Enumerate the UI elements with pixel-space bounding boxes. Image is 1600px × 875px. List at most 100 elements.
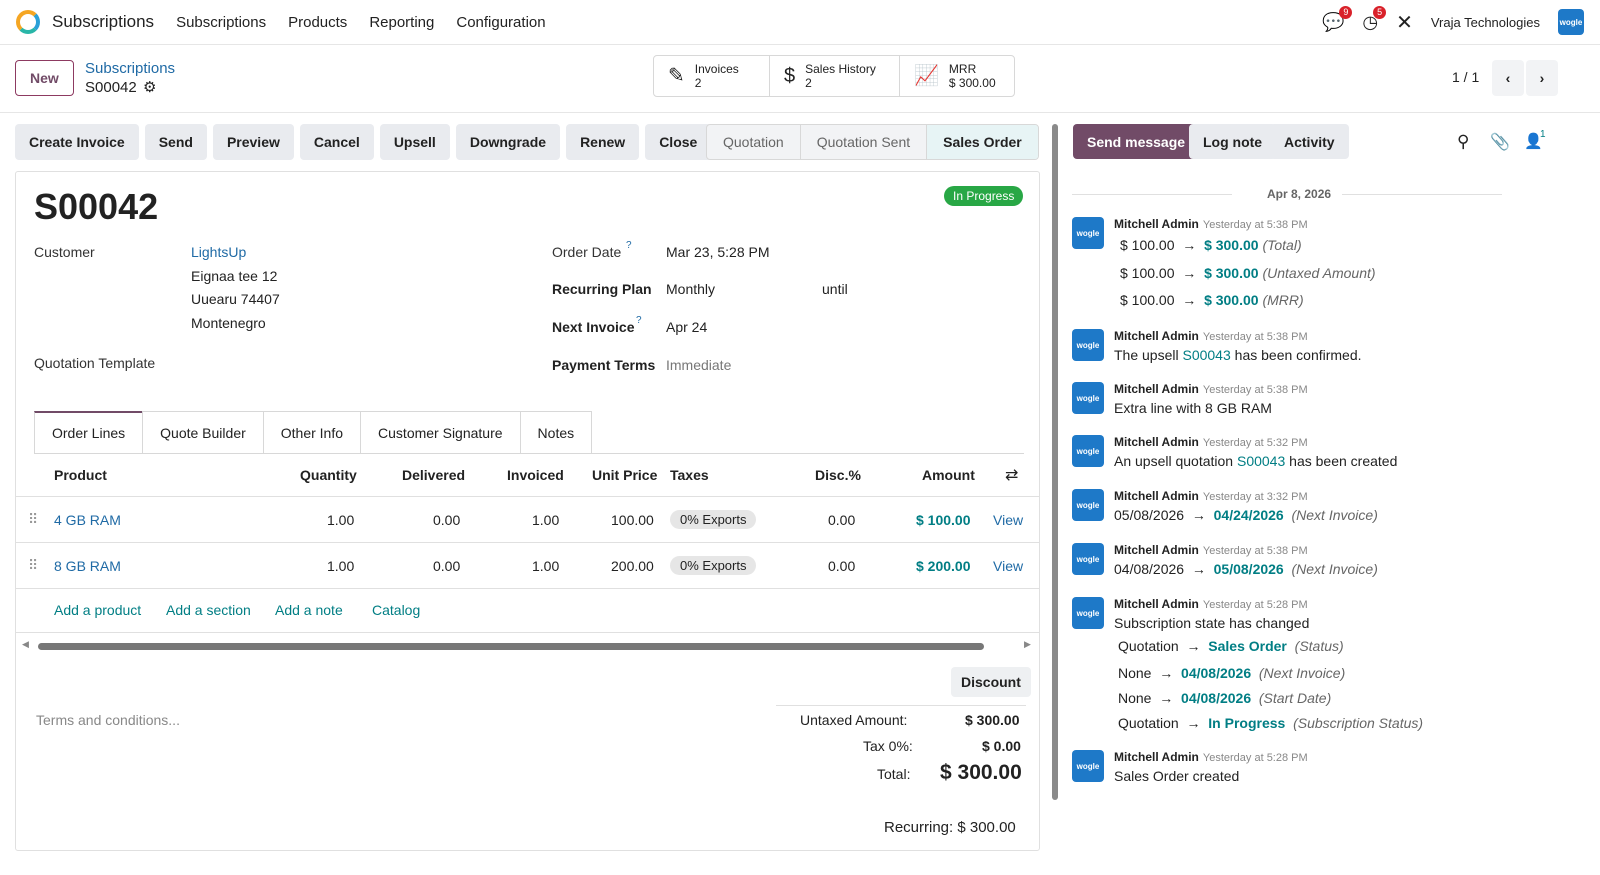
scroll-right-icon[interactable]: ▶: [1024, 639, 1031, 649]
menu-products[interactable]: Products: [288, 13, 348, 31]
author-name[interactable]: Mitchell Admin: [1114, 217, 1199, 231]
record-link[interactable]: S00043: [1236, 453, 1286, 469]
discount-cell[interactable]: 0.00: [828, 512, 856, 528]
pager-value[interactable]: 1 / 1: [1452, 69, 1480, 85]
tab-order-lines[interactable]: Order Lines: [34, 411, 144, 453]
customer-link[interactable]: LightsUp: [191, 244, 247, 260]
breadcrumb-subscriptions[interactable]: Subscriptions: [85, 60, 176, 77]
menu-configuration[interactable]: Configuration: [456, 13, 546, 31]
recurring-plan-value[interactable]: Monthly: [666, 281, 716, 297]
author-name[interactable]: Mitchell Admin: [1114, 382, 1199, 396]
unit-price-cell[interactable]: 200.00: [611, 558, 654, 574]
author-avatar[interactable]: wogle: [1072, 382, 1104, 414]
sales-history-smart-button[interactable]: $ Sales History 2: [770, 56, 900, 96]
downgrade-button[interactable]: Downgrade: [455, 124, 561, 160]
add-section-link[interactable]: Add a section: [166, 602, 251, 618]
discount-button[interactable]: Discount: [951, 667, 1031, 697]
paperclip-icon[interactable]: 📎: [1490, 134, 1510, 151]
table-row[interactable]: ⠿ 8 GB RAM 1.00 0.00 1.00 200.00 0% Expo…: [16, 543, 1039, 589]
next-invoice-value[interactable]: Apr 24: [666, 319, 708, 335]
col-discount[interactable]: Disc.%: [815, 467, 861, 483]
cancel-button[interactable]: Cancel: [299, 124, 374, 160]
followers-icon[interactable]: 👤: [1524, 133, 1543, 150]
author-avatar[interactable]: wogle: [1072, 435, 1104, 467]
invoices-smart-button[interactable]: ✎ Invoices 2: [654, 56, 770, 96]
app-logo-icon[interactable]: [16, 10, 40, 34]
record-link[interactable]: S00043: [1182, 347, 1231, 363]
horizontal-scrollbar[interactable]: ◀ ▶: [22, 639, 1034, 653]
author-name[interactable]: Mitchell Admin: [1114, 597, 1199, 611]
quantity-cell[interactable]: 1.00: [327, 558, 355, 574]
company-name[interactable]: Vraja Technologies: [1430, 14, 1540, 30]
add-note-link[interactable]: Add a note: [275, 602, 343, 618]
catalog-link[interactable]: Catalog: [372, 602, 421, 618]
status-quotation-sent[interactable]: Quotation Sent: [801, 125, 928, 159]
menu-reporting[interactable]: Reporting: [369, 13, 435, 31]
col-product[interactable]: Product: [54, 467, 107, 483]
col-delivered[interactable]: Delivered: [402, 467, 466, 483]
followers-count[interactable]: 1: [1540, 129, 1546, 140]
next-invoice-help[interactable]: ?: [636, 315, 642, 326]
pager-next-icon[interactable]: ›: [1526, 60, 1558, 96]
tab-other-info[interactable]: Other Info: [262, 411, 362, 453]
author-name[interactable]: Mitchell Admin: [1114, 329, 1199, 343]
mrr-smart-button[interactable]: 📈 MRR $ 300.00: [900, 56, 1014, 96]
tools-icon[interactable]: ✕: [1396, 11, 1413, 34]
status-quotation[interactable]: Quotation: [707, 125, 801, 159]
col-invoiced[interactable]: Invoiced: [507, 467, 564, 483]
author-avatar[interactable]: wogle: [1072, 543, 1104, 575]
app-name[interactable]: Subscriptions: [52, 12, 155, 31]
drag-handle-icon[interactable]: ⠿: [28, 511, 39, 527]
view-link[interactable]: View: [993, 558, 1024, 574]
log-note-button[interactable]: Log note: [1189, 124, 1277, 159]
add-product-link[interactable]: Add a product: [54, 602, 142, 618]
send-message-button[interactable]: Send message: [1073, 124, 1200, 159]
author-name[interactable]: Mitchell Admin: [1114, 750, 1199, 764]
view-link[interactable]: View: [993, 512, 1024, 528]
tax-tag[interactable]: 0% Exports: [670, 510, 757, 529]
author-avatar[interactable]: wogle: [1072, 597, 1104, 629]
author-avatar[interactable]: wogle: [1072, 750, 1104, 782]
send-button[interactable]: Send: [144, 124, 207, 160]
tab-customer-signature[interactable]: Customer Signature: [360, 411, 521, 453]
discount-cell[interactable]: 0.00: [828, 558, 856, 574]
upsell-button[interactable]: Upsell: [379, 124, 450, 160]
tab-notes[interactable]: Notes: [519, 411, 593, 453]
author-name[interactable]: Mitchell Admin: [1114, 435, 1199, 449]
payment-terms-value[interactable]: Immediate: [666, 357, 732, 373]
product-link[interactable]: 8 GB RAM: [54, 558, 121, 574]
tab-quote-builder[interactable]: Quote Builder: [142, 411, 264, 453]
col-taxes[interactable]: Taxes: [670, 467, 709, 483]
scroll-left-icon[interactable]: ◀: [22, 639, 29, 649]
quantity-cell[interactable]: 1.00: [327, 512, 355, 528]
user-avatar[interactable]: wogle: [1558, 9, 1584, 35]
product-link[interactable]: 4 GB RAM: [54, 512, 121, 528]
chat-icon[interactable]: 💬 9: [1322, 5, 1353, 33]
tax-tag[interactable]: 0% Exports: [670, 556, 757, 575]
order-date-help[interactable]: ?: [626, 240, 632, 251]
drag-handle-icon[interactable]: ⠿: [28, 557, 39, 573]
author-avatar[interactable]: wogle: [1072, 217, 1104, 249]
unit-price-cell[interactable]: 100.00: [611, 512, 654, 528]
column-settings-icon[interactable]: ⇄: [1005, 467, 1019, 484]
activity-clock-icon[interactable]: ◷ 5: [1362, 5, 1387, 33]
pager-prev-icon[interactable]: ‹: [1492, 60, 1524, 96]
col-unit-price[interactable]: Unit Price: [592, 467, 658, 483]
close-button[interactable]: Close: [645, 124, 712, 160]
new-button[interactable]: New: [15, 60, 74, 96]
scrollbar-thumb[interactable]: [38, 643, 984, 650]
create-invoice-button[interactable]: Create Invoice: [15, 124, 139, 160]
activity-button[interactable]: Activity: [1270, 124, 1349, 159]
author-avatar[interactable]: wogle: [1072, 329, 1104, 361]
col-amount[interactable]: Amount: [922, 467, 975, 483]
terms-conditions-input[interactable]: Terms and conditions...: [36, 712, 180, 728]
author-name[interactable]: Mitchell Admin: [1114, 489, 1199, 503]
gear-icon[interactable]: ⚙: [143, 79, 157, 96]
status-sales-order[interactable]: Sales Order: [927, 125, 1038, 159]
search-icon[interactable]: ⚲: [1457, 132, 1470, 151]
author-avatar[interactable]: wogle: [1072, 489, 1104, 521]
renew-button[interactable]: Renew: [566, 124, 640, 160]
author-name[interactable]: Mitchell Admin: [1114, 543, 1199, 557]
order-date-value[interactable]: Mar 23, 5:28 PM: [666, 244, 770, 260]
table-row[interactable]: ⠿ 4 GB RAM 1.00 0.00 1.00 100.00 0% Expo…: [16, 497, 1039, 543]
